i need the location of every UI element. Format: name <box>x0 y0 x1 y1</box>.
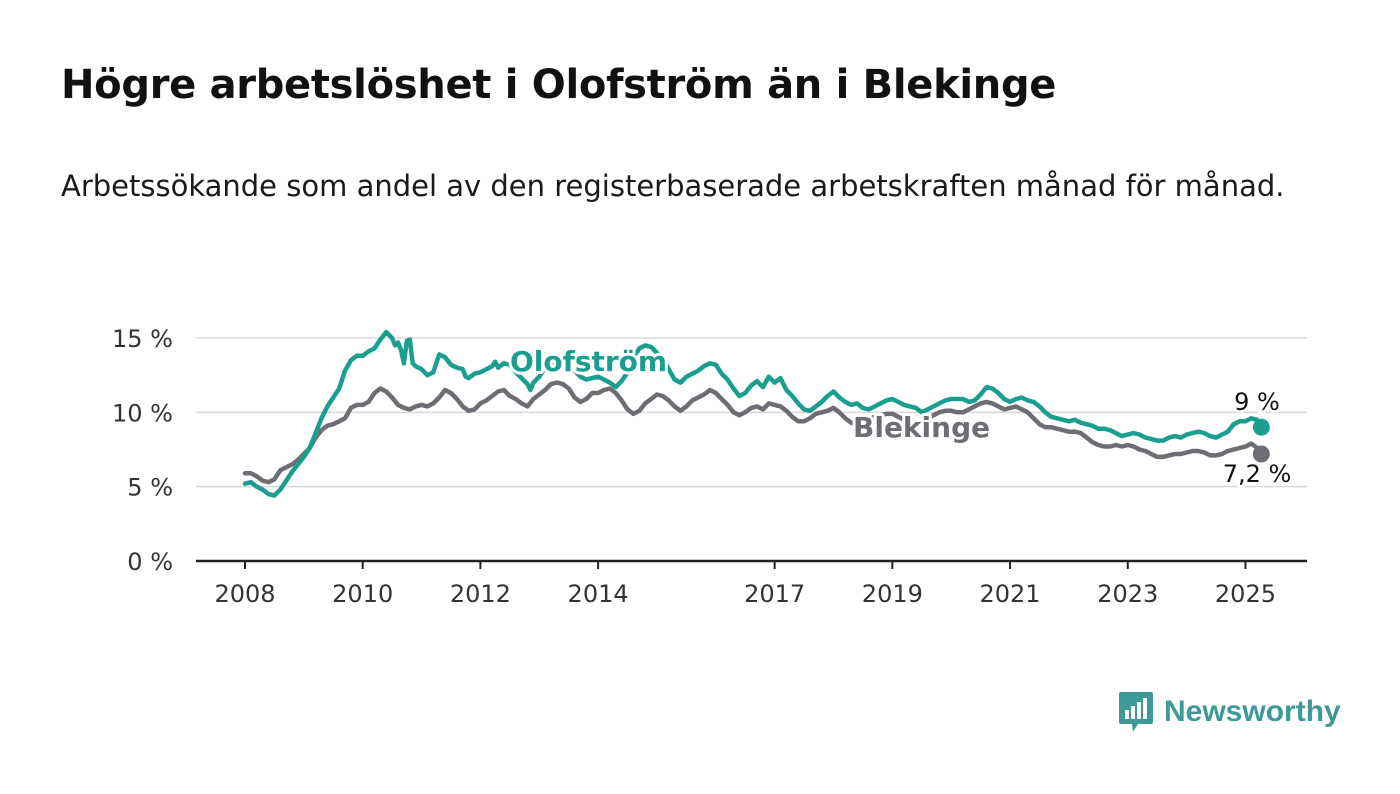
newsworthy-logo: Newsworthy <box>1118 690 1341 734</box>
series-lines <box>242 329 1270 498</box>
chart-subtitle: Arbetssökande som andel av den registerb… <box>61 169 1285 203</box>
x-tick-label: 2008 <box>214 580 275 608</box>
axes: 0 % 5 % 10 % 15 % 2008 2010 2012 2014 2017 2019 20… <box>112 325 1307 608</box>
y-tick-label: 0 % <box>127 548 173 576</box>
x-tick-label: 2010 <box>332 580 393 608</box>
x-tick-label: 2017 <box>744 580 805 608</box>
end-value-label-olofström: 9 % <box>1234 388 1280 416</box>
series-label-olofström: Olofström <box>510 345 667 378</box>
end-marker-olofström <box>1252 418 1270 436</box>
y-tick-label: 5 % <box>127 474 173 502</box>
series-label-blekinge: Blekinge <box>853 411 990 444</box>
x-tick-label: 2021 <box>980 580 1041 608</box>
series-line-olofström <box>242 329 1264 498</box>
series-labels: Olofström Blekinge 9 % 7,2 % <box>507 342 1294 491</box>
x-tick-label: 2023 <box>1097 580 1158 608</box>
y-tick-label: 10 % <box>112 399 173 427</box>
newsworthy-logo-icon <box>1119 692 1153 732</box>
grid-lines <box>196 337 1307 488</box>
series-line-blekinge <box>242 380 1264 485</box>
chart-title: Högre arbetslöshet i Olofström än i Blek… <box>61 62 1057 108</box>
x-tick-label: 2012 <box>450 580 511 608</box>
newsworthy-logo-text: Newsworthy <box>1164 695 1341 728</box>
x-tick-label: 2019 <box>862 580 923 608</box>
end-marker-blekinge <box>1252 445 1270 463</box>
end-value-label-blekinge: 7,2 % <box>1223 460 1292 488</box>
x-tick-label: 2014 <box>568 580 629 608</box>
y-tick-label: 15 % <box>112 325 173 353</box>
x-tick-label: 2025 <box>1215 580 1276 608</box>
